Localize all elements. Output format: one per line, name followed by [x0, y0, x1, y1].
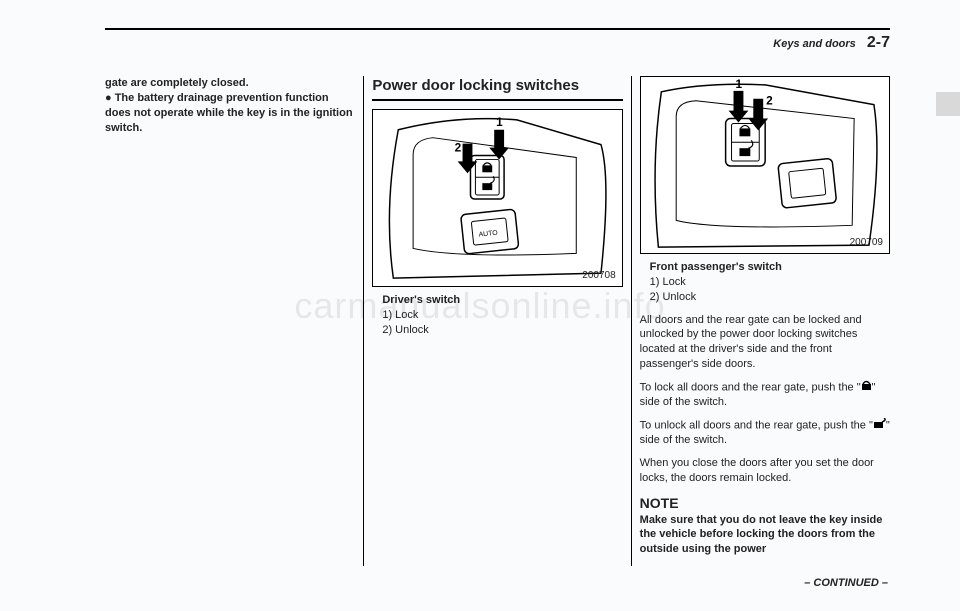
svg-text:1: 1	[497, 115, 504, 129]
note-body: Make sure that you do not leave the key …	[640, 513, 890, 558]
figure-id: 200709	[850, 236, 883, 250]
col1-bullet: ● The battery drainage prevention functi…	[105, 91, 355, 136]
arrow-2-icon: 2	[748, 94, 773, 131]
arrow-1-icon: 1	[490, 115, 510, 160]
svg-text:2: 2	[766, 94, 773, 108]
continued-label: – CONTINUED –	[804, 577, 888, 589]
passenger-caption: Front passenger's switch	[640, 260, 890, 275]
section-name: Keys and doors	[773, 38, 856, 50]
column-3: 1 2 200709 Front passenger's switch 1) L…	[632, 76, 890, 566]
col3-p3: To unlock all doors and the rear gate, p…	[640, 418, 890, 448]
svg-text:1: 1	[735, 77, 742, 91]
arrow-2-icon: 2	[455, 141, 478, 174]
col1-line1: gate are completely closed.	[105, 76, 355, 91]
side-tab	[936, 92, 960, 116]
unlock-icon	[873, 418, 886, 433]
column-2: Power door locking switches	[364, 76, 631, 566]
figure-id: 200708	[582, 269, 615, 283]
passenger-switch-illustration: 1 2	[641, 77, 889, 253]
col2-heading: Power door locking switches	[372, 76, 622, 101]
driver-legend-1: 1) Lock	[372, 308, 622, 323]
passenger-switch-figure: 1 2 200709	[640, 76, 890, 254]
col3-p4: When you close the doors after you set t…	[640, 456, 890, 486]
column-1: gate are completely closed. ● The batter…	[105, 76, 364, 566]
svg-text:AUTO: AUTO	[479, 230, 499, 239]
lock-icon	[861, 380, 872, 395]
svg-text:2: 2	[455, 141, 462, 155]
passenger-legend-2: 2) Unlock	[640, 290, 890, 305]
passenger-legend-1: 1) Lock	[640, 275, 890, 290]
driver-switch-figure: AUTO 1 2 200708	[372, 109, 622, 287]
driver-caption: Driver's switch	[372, 293, 622, 308]
driver-legend-2: 2) Unlock	[372, 323, 622, 338]
page-number: 2-7	[867, 34, 890, 51]
note-heading: NOTE	[640, 494, 890, 513]
manual-page: Keys and doors 2-7 gate are completely c…	[0, 0, 960, 611]
columns: gate are completely closed. ● The batter…	[105, 76, 890, 566]
col3-p1: All doors and the rear gate can be locke…	[640, 313, 890, 372]
col3-p2: To lock all doors and the rear gate, pus…	[640, 380, 890, 410]
driver-switch-illustration: AUTO 1 2	[373, 110, 621, 286]
page-header: Keys and doors 2-7	[105, 28, 890, 52]
